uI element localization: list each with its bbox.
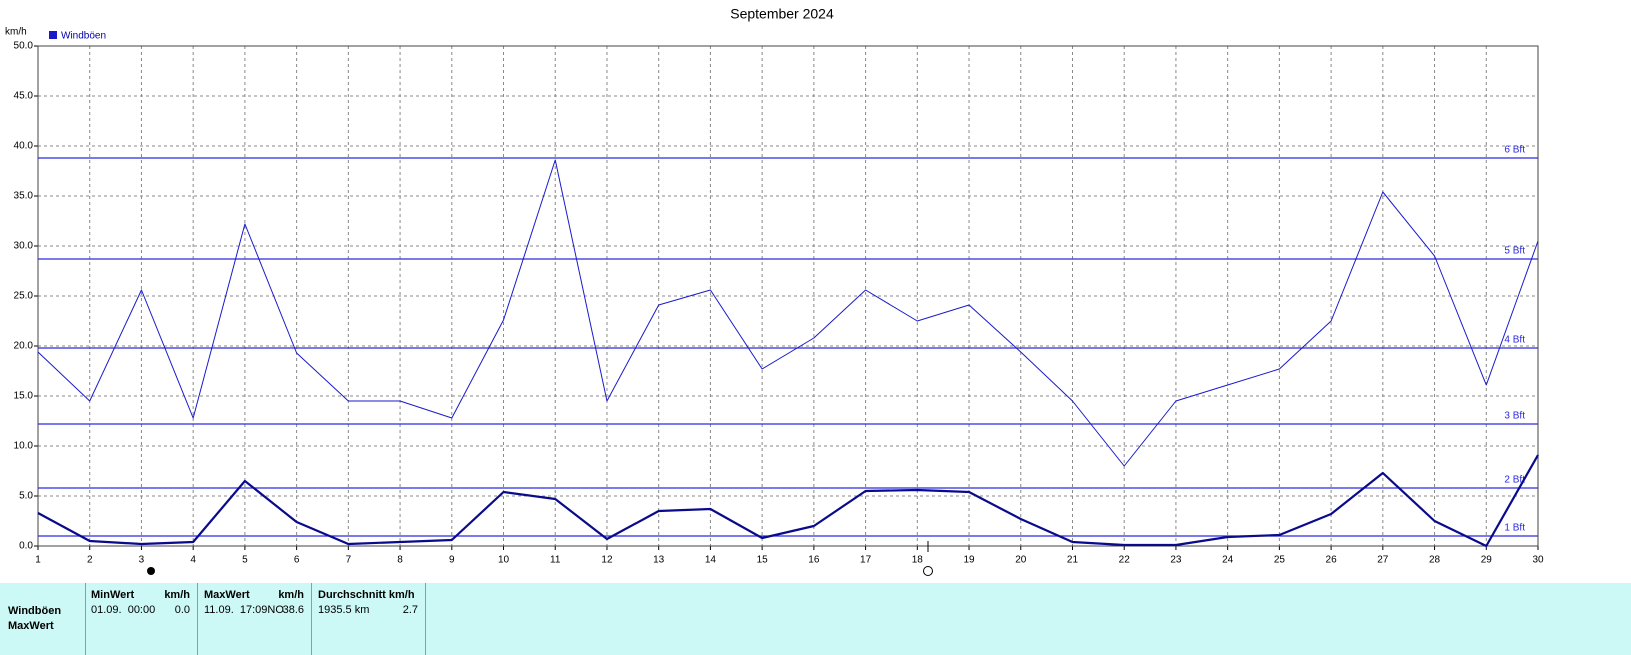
legend-label: Windböen xyxy=(61,31,106,42)
y-tick-label: 40.0 xyxy=(14,141,34,152)
x-tick-label: 29 xyxy=(1481,555,1493,566)
row-label: Windböen xyxy=(8,605,62,617)
x-tick-label: 2 xyxy=(87,555,93,566)
column-header: Durchschnitt km/h xyxy=(318,589,415,601)
column-header: km/h xyxy=(164,589,190,601)
beaufort-label: 2 Bft xyxy=(1504,475,1525,486)
y-tick-label: 10.0 xyxy=(14,441,34,452)
y-tick-label: 35.0 xyxy=(14,191,34,202)
separator xyxy=(311,583,312,655)
beaufort-label: 5 Bft xyxy=(1504,246,1525,257)
y-tick-label: 45.0 xyxy=(14,91,34,102)
row-label: MaxWert xyxy=(8,620,54,632)
x-tick-label: 13 xyxy=(653,555,665,566)
y-tick-label: 0.0 xyxy=(19,541,33,552)
beaufort-label: 4 Bft xyxy=(1504,335,1525,346)
column-header: km/h xyxy=(278,589,304,601)
cell: 11.09. 17:09NO xyxy=(204,604,284,616)
plot-frame xyxy=(37,45,1539,547)
x-tick-label: 22 xyxy=(1119,555,1131,566)
chart: September 2024 km/h 0.05.010.015.020.025… xyxy=(5,6,1544,566)
x-tick-label: 9 xyxy=(449,555,455,566)
x-tick-label: 21 xyxy=(1067,555,1079,566)
y-tick-label: 15.0 xyxy=(14,391,34,402)
y-tick-label: 50.0 xyxy=(14,41,34,52)
column-header: MaxWert xyxy=(204,589,250,601)
x-tick-label: 18 xyxy=(912,555,924,566)
cell: 0.0 xyxy=(174,604,190,616)
x-tick-label: 27 xyxy=(1377,555,1389,566)
summary-table: MinWert km/h MaxWert km/h Durchschnitt k… xyxy=(0,583,1631,655)
x-tick-label: 24 xyxy=(1222,555,1234,566)
x-tick-label: 4 xyxy=(190,555,196,566)
y-tick-label: 20.0 xyxy=(14,341,34,352)
x-tick-label: 16 xyxy=(808,555,820,566)
beaufort-label: 6 Bft xyxy=(1504,145,1525,156)
x-tick-label: 8 xyxy=(397,555,403,566)
cell: 38.6 xyxy=(282,604,304,616)
separator xyxy=(425,583,426,655)
x-tick-label: 5 xyxy=(242,555,248,566)
x-tick-label: 30 xyxy=(1532,555,1544,566)
beaufort-label: 1 Bft xyxy=(1504,523,1525,534)
series-line xyxy=(37,159,1539,467)
cell: 01.09. 00:00 xyxy=(91,604,156,616)
x-tick-label: 28 xyxy=(1429,555,1441,566)
y-tick-label: 5.0 xyxy=(19,491,33,502)
y-axis-label: km/h xyxy=(5,27,27,38)
series-line xyxy=(37,454,1539,548)
x-tick-label: 25 xyxy=(1274,555,1286,566)
cell: 2.7 xyxy=(402,604,418,616)
x-tick-label: 15 xyxy=(757,555,769,566)
y-tick-label: 30.0 xyxy=(14,241,34,252)
x-tick-label: 7 xyxy=(346,555,352,566)
x-tick-label: 19 xyxy=(963,555,975,566)
x-tick-label: 26 xyxy=(1326,555,1338,566)
x-tick-label: 10 xyxy=(498,555,510,566)
x-tick-label: 1 xyxy=(35,555,41,566)
x-tick-label: 6 xyxy=(294,555,300,566)
x-tick-label: 20 xyxy=(1015,555,1027,566)
separator xyxy=(85,583,86,655)
separator xyxy=(197,583,198,655)
x-tick-label: 17 xyxy=(860,555,872,566)
x-tick-label: 12 xyxy=(601,555,613,566)
x-tick-label: 11 xyxy=(550,555,561,566)
chart-title: September 2024 xyxy=(730,6,834,22)
x-tick-label: 23 xyxy=(1170,555,1182,566)
beaufort-label: 3 Bft xyxy=(1504,411,1525,422)
legend-swatch xyxy=(49,31,57,39)
x-tick-label: 3 xyxy=(139,555,145,566)
cell: 1935.5 km xyxy=(318,604,370,616)
y-tick-label: 25.0 xyxy=(14,291,34,302)
x-tick-label: 14 xyxy=(705,555,717,566)
column-header: MinWert xyxy=(91,589,135,601)
